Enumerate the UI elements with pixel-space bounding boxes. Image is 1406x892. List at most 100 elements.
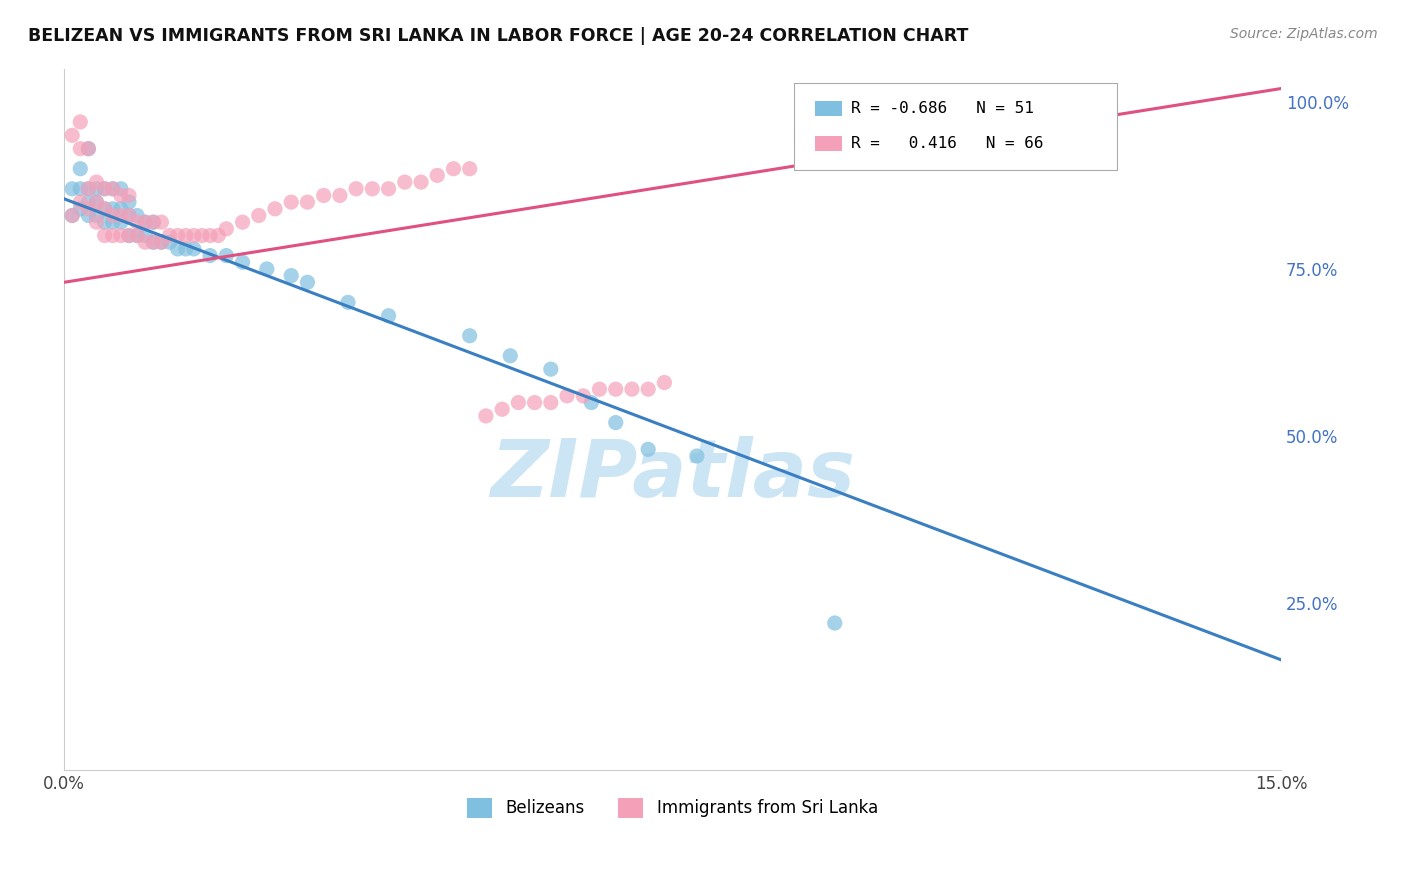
Point [77, 182, 100, 196]
Point [297, 275, 319, 289]
Text: R =   0.416   N = 66: R = 0.416 N = 66 [852, 136, 1043, 151]
Point [101, 228, 124, 243]
Point [280, 268, 302, 283]
Point [215, 249, 238, 263]
Point [86, 182, 108, 196]
Point [572, 389, 595, 403]
Point [620, 382, 643, 396]
Point [159, 235, 181, 250]
Point [150, 235, 173, 250]
Point [93, 182, 115, 196]
Point [69, 142, 91, 156]
Point [581, 395, 603, 409]
Point [247, 209, 270, 223]
Point [409, 175, 432, 189]
Point [86, 195, 108, 210]
Point [125, 209, 148, 223]
Point [110, 215, 132, 229]
Point [125, 215, 148, 229]
Point [77, 142, 100, 156]
Point [183, 242, 205, 256]
Point [159, 228, 181, 243]
Point [174, 228, 197, 243]
Point [93, 182, 115, 196]
Point [60, 182, 83, 196]
Point [166, 242, 188, 256]
Legend: Belizeans, Immigrants from Sri Lanka: Belizeans, Immigrants from Sri Lanka [461, 791, 884, 825]
Point [142, 235, 165, 250]
Point [134, 228, 156, 243]
Point [125, 228, 148, 243]
Point [232, 215, 254, 229]
Point [134, 215, 156, 229]
Point [166, 228, 188, 243]
Text: Source: ZipAtlas.com: Source: ZipAtlas.com [1230, 27, 1378, 41]
Text: BELIZEAN VS IMMIGRANTS FROM SRI LANKA IN LABOR FORCE | AGE 20-24 CORRELATION CHA: BELIZEAN VS IMMIGRANTS FROM SRI LANKA IN… [28, 27, 969, 45]
Point [77, 202, 100, 216]
Point [150, 235, 173, 250]
Point [280, 195, 302, 210]
Point [458, 328, 481, 343]
Point [60, 209, 83, 223]
Point [101, 202, 124, 216]
Point [69, 115, 91, 129]
Point [142, 215, 165, 229]
Point [86, 215, 108, 229]
Point [637, 382, 659, 396]
Point [93, 228, 115, 243]
Point [118, 228, 141, 243]
Bar [815, 101, 842, 116]
Point [101, 209, 124, 223]
Point [508, 395, 530, 409]
Point [142, 235, 165, 250]
Point [426, 169, 449, 183]
Point [475, 409, 498, 423]
Point [183, 228, 205, 243]
Point [297, 195, 319, 210]
Text: ZIPatlas: ZIPatlas [491, 436, 855, 515]
FancyBboxPatch shape [794, 83, 1116, 170]
Point [377, 182, 399, 196]
Point [198, 228, 221, 243]
Point [256, 262, 278, 277]
Point [93, 202, 115, 216]
Point [588, 382, 610, 396]
Point [118, 228, 141, 243]
Point [77, 209, 100, 223]
Point [824, 615, 846, 630]
Point [60, 209, 83, 223]
Point [93, 215, 115, 229]
Point [77, 182, 100, 196]
Point [264, 202, 287, 216]
Point [69, 202, 91, 216]
Point [215, 222, 238, 236]
Point [654, 376, 676, 390]
Point [605, 382, 627, 396]
Point [540, 362, 562, 376]
Point [77, 142, 100, 156]
Point [232, 255, 254, 269]
Point [443, 161, 465, 176]
Point [344, 182, 367, 196]
Point [110, 202, 132, 216]
Point [337, 295, 360, 310]
Point [110, 209, 132, 223]
Point [125, 228, 148, 243]
Point [77, 195, 100, 210]
Point [150, 215, 173, 229]
Point [555, 389, 578, 403]
Point [118, 195, 141, 210]
Point [174, 242, 197, 256]
Point [86, 209, 108, 223]
Bar [815, 136, 842, 152]
Point [605, 416, 627, 430]
Point [69, 161, 91, 176]
Point [101, 182, 124, 196]
Point [118, 188, 141, 202]
Point [110, 228, 132, 243]
Point [142, 215, 165, 229]
Text: R = -0.686   N = 51: R = -0.686 N = 51 [852, 101, 1035, 116]
Point [69, 195, 91, 210]
Point [134, 235, 156, 250]
Point [86, 195, 108, 210]
